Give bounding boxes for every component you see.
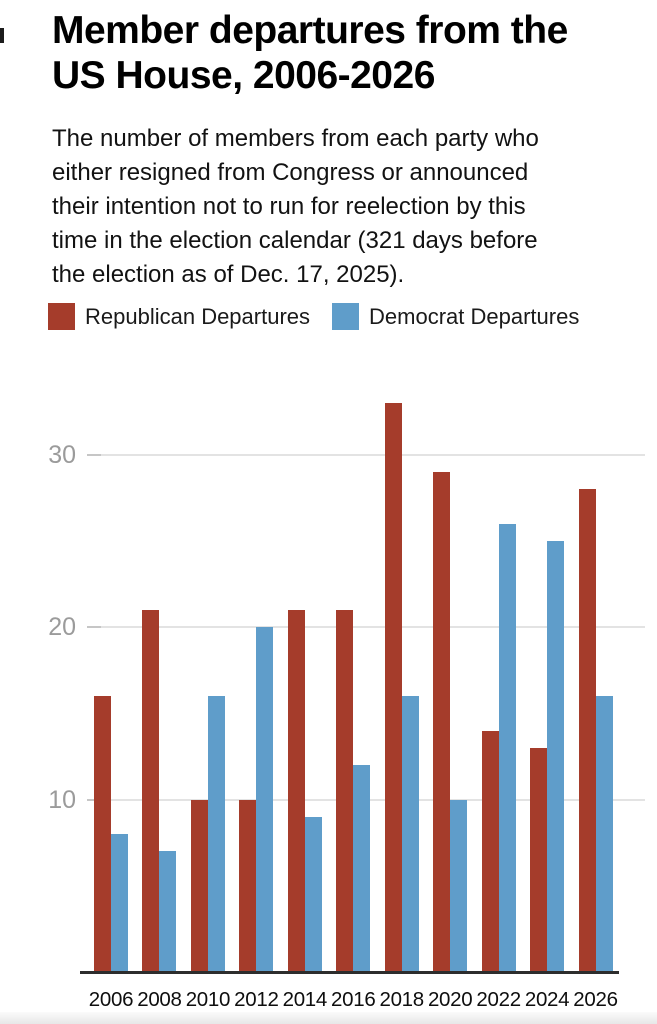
chart-subtitle: The number of members from each party wh… [52, 125, 539, 288]
legend-item-democrat: Democrat Departures [332, 303, 579, 330]
bar-republican-2008 [142, 609, 160, 972]
bar-democrat-2010 [207, 696, 225, 972]
legend-label-republican: Republican Departures [85, 303, 311, 329]
y-axis-label-10: 10 [48, 785, 76, 814]
bar-republican-2020 [433, 471, 451, 972]
bar-republican-2018 [384, 402, 402, 972]
bar-democrat-2016 [353, 765, 371, 972]
bar-republican-2006 [94, 696, 111, 972]
bar-democrat-2006 [111, 834, 128, 972]
screenshot-edge-artifact [0, 28, 4, 43]
bar-republican-2012 [239, 799, 257, 972]
bar-republican-2026 [578, 489, 596, 972]
x-axis-label-2018: 2018 [379, 988, 424, 1011]
bottom-strip [0, 1012, 657, 1024]
bar-republican-2022 [481, 730, 499, 972]
y-axis-tick-20 [87, 626, 101, 628]
y-axis-label-30: 30 [48, 440, 76, 469]
x-axis-label-2006: 2006 [88, 988, 134, 1011]
bar-republican-2014 [287, 609, 305, 972]
x-axis-label-2012: 2012 [234, 988, 279, 1011]
bar-democrat-2018 [401, 696, 419, 972]
bar-democrat-2024 [547, 540, 565, 972]
bar-democrat-2012 [256, 627, 274, 972]
chart-title: Member departures from the US House, 200… [52, 9, 568, 97]
x-axis-label-2024: 2024 [524, 988, 570, 1011]
legend-swatch-republican [48, 303, 75, 330]
x-axis-line [80, 971, 619, 974]
bar-republican-2024 [530, 747, 548, 972]
bar-republican-2016 [336, 609, 354, 972]
chart-legend: Republican Departures Democrat Departure… [48, 303, 579, 330]
gridline-y30 [87, 453, 645, 456]
legend-swatch-democrat [332, 303, 360, 330]
x-axis-label-2020: 2020 [427, 988, 473, 1011]
legend-label-democrat: Democrat Departures [369, 303, 580, 329]
x-axis-label-2014: 2014 [282, 988, 328, 1011]
legend-item-republican: Republican Departures [48, 303, 310, 330]
bar-democrat-2014 [304, 816, 322, 972]
bar-democrat-2008 [159, 851, 177, 972]
x-axis-label-2026: 2026 [573, 988, 618, 1011]
bar-democrat-2026 [595, 696, 613, 972]
x-axis-label-2010: 2010 [185, 988, 231, 1011]
gridline-y20 [87, 626, 645, 628]
bar-democrat-2022 [498, 523, 516, 972]
bar-republican-2010 [190, 799, 208, 972]
x-axis-label-2008: 2008 [137, 988, 182, 1011]
y-axis-tick-30 [87, 453, 101, 456]
x-axis-label-2022: 2022 [476, 988, 521, 1011]
bar-democrat-2020 [450, 799, 468, 972]
y-axis-label-20: 20 [48, 613, 76, 641]
x-axis-label-2016: 2016 [331, 988, 376, 1011]
